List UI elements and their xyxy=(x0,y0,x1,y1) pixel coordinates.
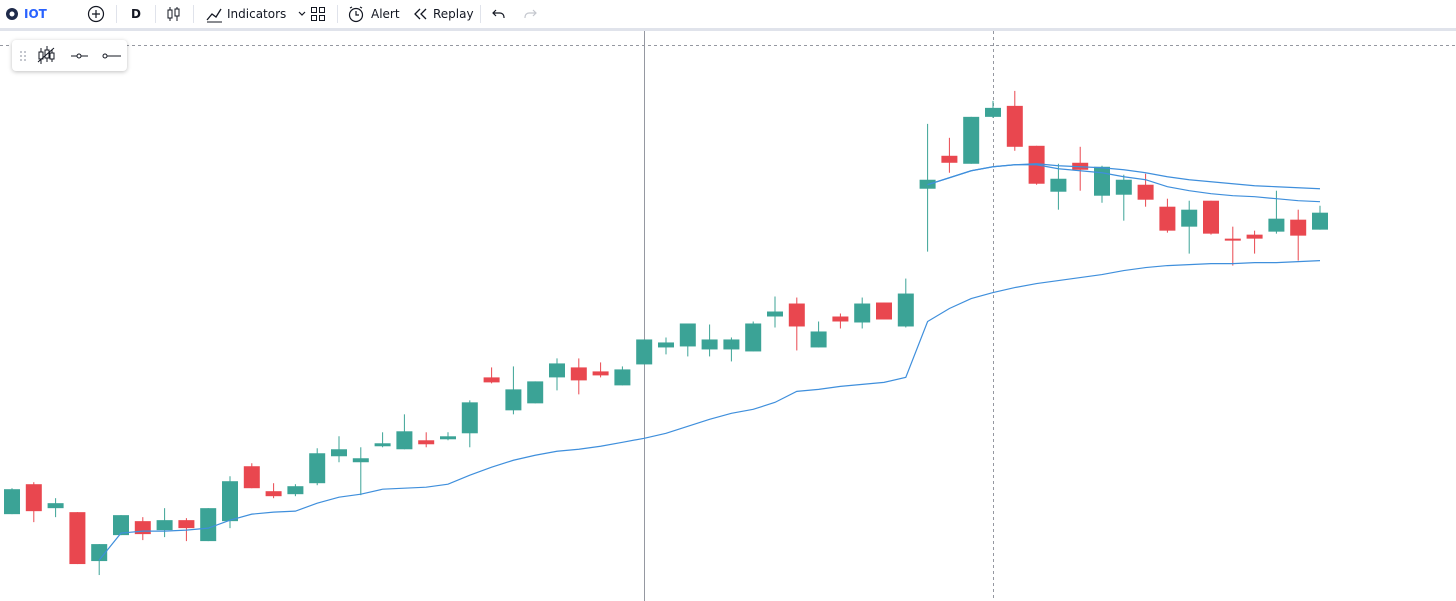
candle-body xyxy=(1224,238,1241,241)
candle-body xyxy=(592,371,609,376)
alert-icon xyxy=(348,5,364,22)
candle-body xyxy=(701,339,718,350)
line-tool[interactable] xyxy=(71,53,88,59)
candle-body xyxy=(178,520,195,529)
candle-body xyxy=(614,369,631,386)
candle-body xyxy=(265,491,282,497)
candle-body xyxy=(200,508,217,542)
widget-icons xyxy=(20,46,121,64)
indicators-icon xyxy=(206,8,222,23)
indicators-label: Indicators xyxy=(227,7,287,21)
redo-icon xyxy=(524,9,537,18)
drag-handle xyxy=(20,51,26,61)
candle-body xyxy=(396,431,413,450)
templates-button[interactable] xyxy=(310,0,326,28)
candle-body xyxy=(745,323,762,352)
candle-body xyxy=(1203,200,1219,234)
candle-body xyxy=(788,303,805,327)
candle-body xyxy=(243,466,260,489)
candle-body xyxy=(767,311,783,317)
candle-body xyxy=(570,367,587,381)
candle-body xyxy=(1137,184,1154,200)
toolbar: IOT D Indicators Alert Replay xyxy=(0,0,1456,31)
separator xyxy=(116,5,117,23)
candle-body xyxy=(222,481,238,522)
interval-button[interactable]: D xyxy=(131,0,141,28)
candle-body xyxy=(156,520,173,531)
candle-body xyxy=(1312,212,1328,230)
indicator-line xyxy=(98,259,1321,561)
candle-body xyxy=(810,331,827,348)
candle-icon xyxy=(167,7,180,21)
plus-icon xyxy=(87,5,105,23)
candle-body xyxy=(483,377,500,383)
candle-body xyxy=(1181,209,1198,227)
candle-body xyxy=(723,339,740,350)
candle-body xyxy=(549,363,565,378)
candle-body xyxy=(527,381,544,404)
separator xyxy=(193,5,194,23)
candle-body xyxy=(941,155,958,163)
ray-tool[interactable] xyxy=(102,53,121,59)
compare-button[interactable] xyxy=(87,0,105,28)
candle-body xyxy=(876,302,892,320)
candle-body xyxy=(331,449,347,457)
candle-body xyxy=(679,323,696,347)
alert-button[interactable]: Alert xyxy=(347,0,400,28)
redo-button[interactable] xyxy=(522,0,538,28)
separator xyxy=(155,5,156,23)
replay-button[interactable]: Replay xyxy=(412,0,474,28)
candle-body xyxy=(91,544,108,562)
candle-body xyxy=(374,443,391,447)
candle-body xyxy=(505,389,522,411)
undo-icon xyxy=(492,9,505,18)
candle-body xyxy=(69,512,86,565)
candle-body xyxy=(25,484,42,512)
symbol-logo xyxy=(6,8,18,20)
candles-tool[interactable] xyxy=(37,46,55,64)
indicators-button[interactable]: Indicators xyxy=(205,0,308,28)
separator xyxy=(480,5,481,23)
candle-body xyxy=(309,453,326,484)
candle-body xyxy=(47,503,64,509)
symbol-button[interactable]: IOT xyxy=(5,0,47,28)
symbol: IOT xyxy=(24,7,47,21)
separator xyxy=(337,5,338,23)
chevron xyxy=(298,11,306,16)
replay-icon xyxy=(414,8,427,20)
candle-body xyxy=(636,339,653,365)
interval: D xyxy=(131,7,141,21)
replay-label: Replay xyxy=(433,7,474,21)
floating-toolbar xyxy=(12,40,127,71)
candle-body xyxy=(113,515,129,536)
candle-body xyxy=(352,458,369,463)
candle-body xyxy=(1159,206,1176,231)
candle-body xyxy=(658,342,674,348)
indicator-line xyxy=(927,163,1321,190)
candle-body xyxy=(854,303,871,323)
chart-type-button[interactable] xyxy=(166,0,182,28)
candle-body xyxy=(1268,218,1285,232)
chart xyxy=(0,31,1456,601)
candle-body xyxy=(461,402,478,434)
grid-icon xyxy=(311,7,325,21)
candle-body xyxy=(897,293,914,327)
candle-body xyxy=(4,489,20,515)
undo-button[interactable] xyxy=(491,0,507,28)
candle-body xyxy=(1094,166,1110,196)
candle-body xyxy=(832,316,849,322)
candle-body xyxy=(1006,105,1023,147)
candle-body xyxy=(1246,234,1263,239)
candle-body xyxy=(985,107,1001,117)
candle-body xyxy=(1050,178,1067,192)
candle-body xyxy=(418,440,435,445)
candle-body xyxy=(287,486,304,495)
candle-body xyxy=(1115,179,1132,195)
candle-body xyxy=(440,436,456,440)
candle-body xyxy=(963,116,980,164)
candle-body xyxy=(1290,219,1307,236)
alert-label: Alert xyxy=(371,7,400,21)
